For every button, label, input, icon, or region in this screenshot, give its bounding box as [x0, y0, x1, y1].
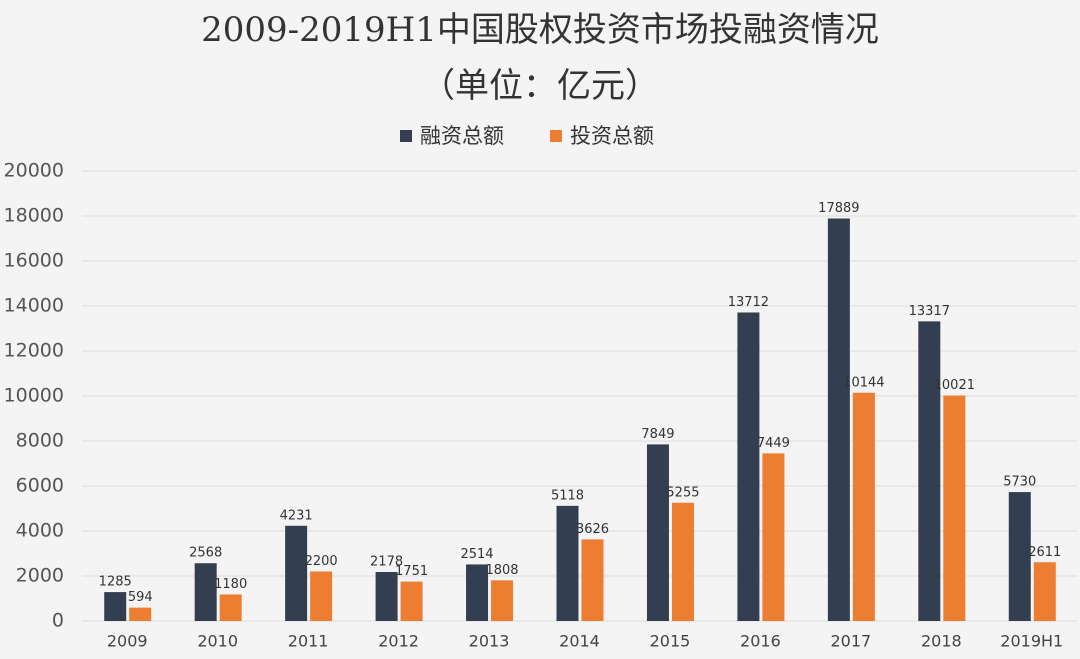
x-tick-label: 2016 [740, 632, 781, 651]
x-tick-label: 2009 [107, 632, 148, 651]
y-tick-label: 2000 [16, 565, 64, 587]
value-label: 17889 [818, 201, 859, 216]
x-tick-label: 2018 [921, 632, 962, 651]
value-label: 2200 [305, 554, 338, 569]
x-tick-label: 2017 [831, 632, 872, 651]
bar [737, 312, 760, 621]
chart-subtitle: （单位：亿元） [421, 66, 659, 106]
value-label: 1751 [395, 564, 428, 579]
y-tick-label: 8000 [16, 430, 64, 452]
bar [310, 571, 333, 621]
value-label: 594 [128, 590, 153, 605]
bar [491, 580, 514, 621]
x-tick-label: 2019H1 [1000, 632, 1063, 651]
x-tick-label: 2012 [378, 632, 419, 651]
bar [581, 539, 604, 621]
value-label: 1808 [485, 563, 518, 578]
value-label: 1180 [214, 577, 247, 592]
value-label: 10021 [934, 378, 975, 393]
y-tick-label: 18000 [4, 205, 64, 227]
y-tick-label: 14000 [4, 295, 64, 317]
value-label: 13712 [728, 295, 769, 310]
value-label: 2611 [1028, 545, 1061, 560]
value-label: 1285 [99, 575, 132, 590]
value-label: 4231 [280, 508, 313, 523]
value-label: 5118 [551, 488, 584, 503]
bar [466, 564, 489, 621]
x-tick-label: 2015 [650, 632, 691, 651]
y-tick-label: 20000 [4, 160, 64, 182]
legend-swatch [400, 130, 412, 142]
y-tick-label: 4000 [16, 520, 64, 542]
y-tick-label: 10000 [4, 385, 64, 407]
x-tick-label: 2011 [288, 632, 329, 651]
chart-title: 2009-2019H1中国股权投资市场投融资情况 [201, 10, 879, 50]
bar [194, 563, 217, 621]
bar [827, 218, 850, 621]
bar [1008, 492, 1031, 621]
bar [943, 395, 966, 621]
bar [1033, 562, 1056, 621]
legend-swatch [550, 130, 562, 142]
x-tick-label: 2010 [197, 632, 238, 651]
legend-label: 投资总额 [570, 124, 654, 148]
y-tick-label: 0 [52, 610, 64, 632]
y-tick-label: 6000 [16, 475, 64, 497]
x-tick-label: 2014 [559, 632, 600, 651]
y-tick-label: 12000 [4, 340, 64, 362]
legend-label: 融资总额 [420, 124, 504, 148]
bar [104, 592, 127, 621]
value-label: 10144 [843, 375, 884, 390]
value-label: 2514 [460, 547, 493, 562]
value-label: 2568 [189, 546, 222, 561]
value-label: 3626 [576, 522, 609, 537]
bar [671, 502, 694, 621]
bar [400, 581, 423, 621]
bar [285, 525, 308, 621]
bar [646, 444, 669, 621]
bar [762, 453, 785, 621]
y-tick-label: 16000 [4, 250, 64, 272]
bar [852, 392, 875, 621]
value-label: 2178 [370, 554, 403, 569]
bar [219, 594, 242, 621]
value-label: 5255 [666, 485, 699, 500]
value-label: 7849 [641, 427, 674, 442]
bar [556, 505, 579, 621]
value-label: 5730 [1003, 475, 1036, 490]
value-label: 13317 [909, 304, 950, 319]
bar [918, 321, 941, 621]
bar [375, 571, 398, 621]
value-label: 7449 [757, 436, 790, 451]
x-tick-label: 2013 [469, 632, 510, 651]
bar [129, 607, 152, 621]
